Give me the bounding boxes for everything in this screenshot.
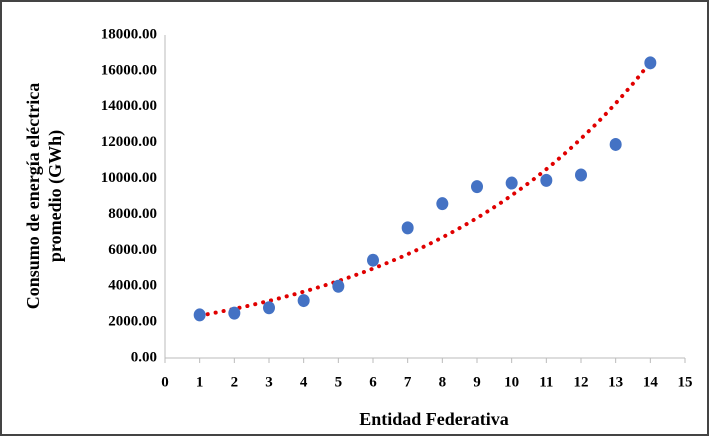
x-tick-label: 12 [574, 374, 589, 390]
y-axis-label: promedio (GWh) [45, 130, 66, 262]
x-tick-label: 4 [300, 374, 308, 390]
x-tick-label: 15 [678, 374, 693, 390]
x-tick-label: 5 [335, 374, 343, 390]
point [228, 306, 241, 320]
trendline [197, 60, 653, 318]
y-axis-label: Consumo de energía eléctrica [23, 83, 43, 309]
x-tick-label: 13 [608, 374, 623, 390]
x-tick-label: 8 [439, 374, 447, 390]
point [297, 294, 310, 308]
y-tick-label: 6000.00 [108, 242, 157, 258]
y-tick-label: 12000.00 [101, 134, 157, 150]
x-tick-label: 7 [404, 374, 412, 390]
y-tick-label: 2000.00 [108, 314, 157, 330]
point [401, 221, 414, 235]
y-tick-label: 4000.00 [108, 278, 157, 294]
x-tick-label: 2 [231, 374, 239, 390]
x-tick-label: 6 [369, 374, 377, 390]
y-tick-label: 16000.00 [101, 62, 157, 78]
point [505, 176, 518, 190]
point [263, 301, 275, 315]
point [540, 173, 553, 187]
point [575, 168, 587, 182]
point [471, 180, 483, 194]
point [332, 279, 345, 293]
y-tick-label: 18000.00 [101, 26, 157, 42]
x-tick-label: 9 [473, 374, 481, 390]
point [193, 308, 206, 322]
x-tick-label: 0 [161, 374, 169, 390]
x-tick-label: 1 [196, 374, 204, 390]
x-tick-label: 10 [504, 374, 519, 390]
y-tick-label: 14000.00 [101, 98, 157, 114]
x-tick-label: 14 [643, 374, 659, 390]
point [436, 197, 449, 211]
x-tick-label: 11 [539, 374, 553, 390]
point [644, 56, 657, 70]
point [609, 137, 622, 151]
y-tick-label: 0.00 [131, 349, 157, 365]
x-tick-label: 3 [265, 374, 273, 390]
y-tick-label: 10000.00 [101, 170, 157, 186]
point [367, 253, 379, 267]
y-tick-label: 8000.00 [108, 206, 157, 222]
x-axis-label: Entidad Federativa [359, 409, 509, 429]
